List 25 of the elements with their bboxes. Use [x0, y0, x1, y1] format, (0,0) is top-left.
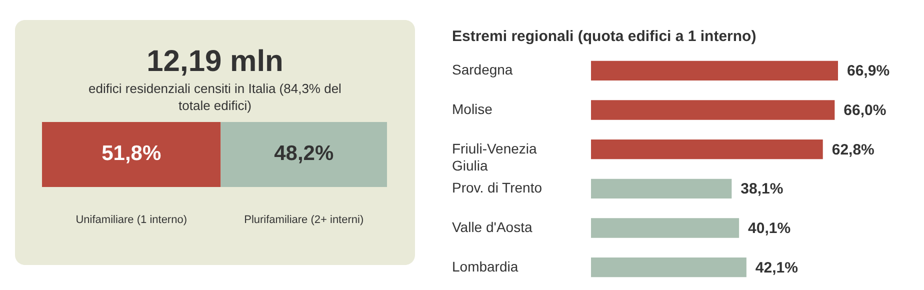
bar: [591, 218, 740, 238]
text: Unifamiliare (1 interno): [76, 214, 187, 226]
chart-title: Estremi regionali (quota edifici a 1 interno): [452, 28, 756, 45]
chart-subtitle: edifici residenziali censiti in Italia (84,3% del totale edifici): [88, 81, 342, 113]
text: Plurifamiliare (2+ interni): [244, 214, 364, 226]
chart-title: 12,19 mln: [146, 45, 284, 78]
y-tick-label: Molise: [452, 101, 493, 117]
data-label: 42,1%: [755, 259, 798, 276]
data-label: 66,9%: [847, 62, 890, 80]
data-label: 66,0%: [844, 102, 886, 119]
y-tick-label: Sardegna: [452, 62, 513, 78]
y-tick-label: Prov. di Trento: [452, 180, 542, 196]
y-tick-label: Lombardia: [452, 258, 518, 274]
data-label: 51,8%: [102, 142, 162, 165]
bar: [591, 60, 838, 80]
data-label: 48,2%: [274, 142, 334, 165]
bar: [591, 140, 823, 160]
data-label: 38,1%: [740, 180, 784, 198]
y-tick-label: Friuli-Venezia Giulia: [452, 140, 538, 174]
data-label: 40,1%: [748, 220, 791, 237]
bar: [591, 178, 732, 198]
bar: [591, 100, 835, 120]
y-tick-label: Valle d'Aosta: [452, 219, 532, 235]
bar: [591, 258, 746, 278]
data-label: 62,8%: [832, 141, 874, 158]
